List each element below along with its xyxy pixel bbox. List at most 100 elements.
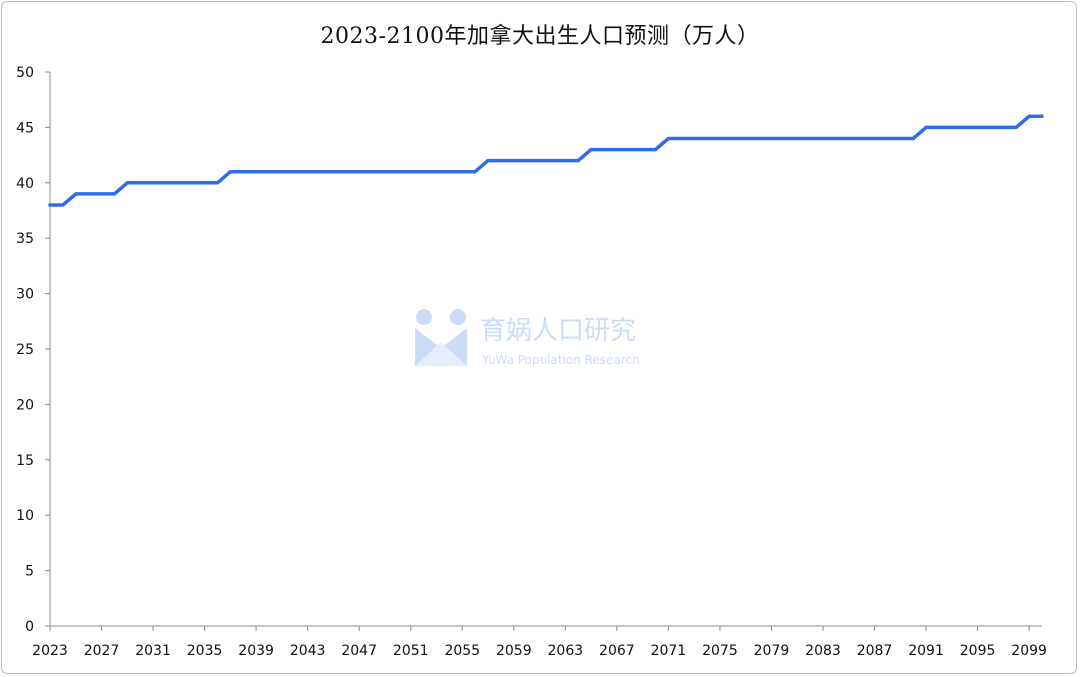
data-point	[294, 170, 296, 173]
y-tick-label: 30	[16, 287, 34, 303]
data-point	[165, 182, 167, 184]
data-point	[976, 126, 979, 129]
x-tick-label: 2039	[238, 643, 274, 659]
data-point	[190, 182, 193, 184]
data-point	[744, 137, 747, 140]
data-point	[448, 170, 451, 173]
x-tick-label: 2083	[805, 643, 841, 659]
data-point	[1041, 115, 1043, 118]
data-point	[860, 137, 863, 140]
data-point	[422, 170, 425, 173]
data-point	[963, 126, 966, 129]
data-point	[925, 126, 927, 129]
watermark: 育娲人口研究 YuWa Population Research	[415, 309, 640, 367]
x-tick-label: 2051	[393, 643, 429, 659]
data-point	[989, 126, 992, 129]
x-tick-label: 2063	[548, 643, 584, 659]
data-point	[719, 137, 721, 140]
y-tick-label: 40	[16, 176, 34, 192]
x-tick-label: 2059	[496, 643, 532, 659]
data-point	[229, 170, 232, 173]
x-tick-label: 2043	[290, 643, 326, 659]
data-point	[835, 137, 837, 140]
x-tick-label: 2095	[960, 643, 996, 659]
data-point	[487, 159, 489, 162]
data-point	[139, 182, 141, 184]
x-tick-labels: 2023 2027 2031 2035 2039 2043 2047 2051 2055 2059…	[32, 643, 1047, 659]
data-point	[242, 170, 244, 173]
data-point	[513, 159, 515, 162]
y-tick-label: 45	[16, 120, 34, 136]
watermark-tagline: YuWa Population Research	[481, 353, 640, 367]
data-point	[474, 170, 476, 173]
data-point	[178, 182, 180, 184]
data-point	[49, 204, 51, 206]
x-tick-label: 2031	[135, 643, 171, 659]
x-tick-label: 2055	[444, 643, 480, 659]
data-point	[1002, 126, 1005, 129]
y-tick-label: 0	[25, 619, 34, 635]
data-point	[268, 170, 270, 173]
data-point	[667, 137, 670, 140]
data-point	[203, 182, 206, 184]
x-tick-label: 2099	[1011, 643, 1047, 659]
data-point	[757, 137, 760, 140]
data-point	[1028, 115, 1030, 118]
x-tick-label: 2067	[599, 643, 635, 659]
series-line	[48, 114, 1044, 207]
data-point	[306, 170, 309, 173]
data-point	[706, 137, 708, 140]
data-point	[1015, 126, 1017, 129]
data-point	[654, 148, 657, 151]
data-point	[809, 137, 811, 140]
data-point	[641, 148, 644, 151]
data-point	[332, 170, 335, 173]
data-point	[564, 159, 567, 162]
data-point	[216, 182, 219, 184]
data-point	[603, 148, 605, 151]
data-point	[397, 170, 399, 173]
chart-title: 2023-2100年加拿大出生人口预测（万人）	[320, 24, 760, 49]
data-point	[951, 126, 953, 129]
data-point	[461, 170, 464, 173]
data-point	[500, 159, 502, 162]
x-tick-label: 2079	[754, 643, 790, 659]
watermark-brand: 育娲人口研究	[480, 316, 636, 346]
y-tick-label: 5	[25, 564, 34, 580]
y-tick-label: 35	[16, 231, 34, 247]
data-point	[435, 170, 438, 173]
data-point	[693, 137, 695, 140]
data-point	[912, 137, 914, 140]
data-point	[525, 159, 528, 162]
data-point	[345, 170, 348, 173]
y-tick-label: 20	[16, 397, 34, 413]
y-tick-label: 15	[16, 453, 34, 469]
data-point	[538, 159, 541, 162]
x-tick-label: 2035	[187, 643, 223, 659]
data-point	[358, 170, 361, 173]
watermark-logo-icon	[415, 309, 467, 366]
data-point	[938, 126, 940, 129]
y-tick-label: 10	[16, 508, 34, 524]
y-tick-labels: 0 5 10 15 20 25 30 35 40 45 50	[16, 65, 34, 635]
x-tick-label: 2071	[651, 643, 687, 659]
data-point	[87, 193, 90, 195]
data-point	[100, 193, 103, 195]
data-point	[680, 137, 683, 140]
x-tick-label: 2087	[857, 643, 893, 659]
data-point	[62, 204, 64, 206]
data-point	[616, 148, 618, 151]
data-point	[848, 137, 850, 140]
data-point	[770, 137, 773, 140]
x-tick-label: 2075	[702, 643, 738, 659]
y-tick-label: 50	[16, 65, 34, 81]
data-point	[796, 137, 798, 140]
x-tick-label: 2091	[908, 643, 944, 659]
data-point	[577, 159, 579, 162]
series-group	[48, 114, 1044, 207]
x-tick-label: 2027	[84, 643, 120, 659]
data-point	[873, 137, 876, 140]
data-point	[628, 148, 631, 151]
